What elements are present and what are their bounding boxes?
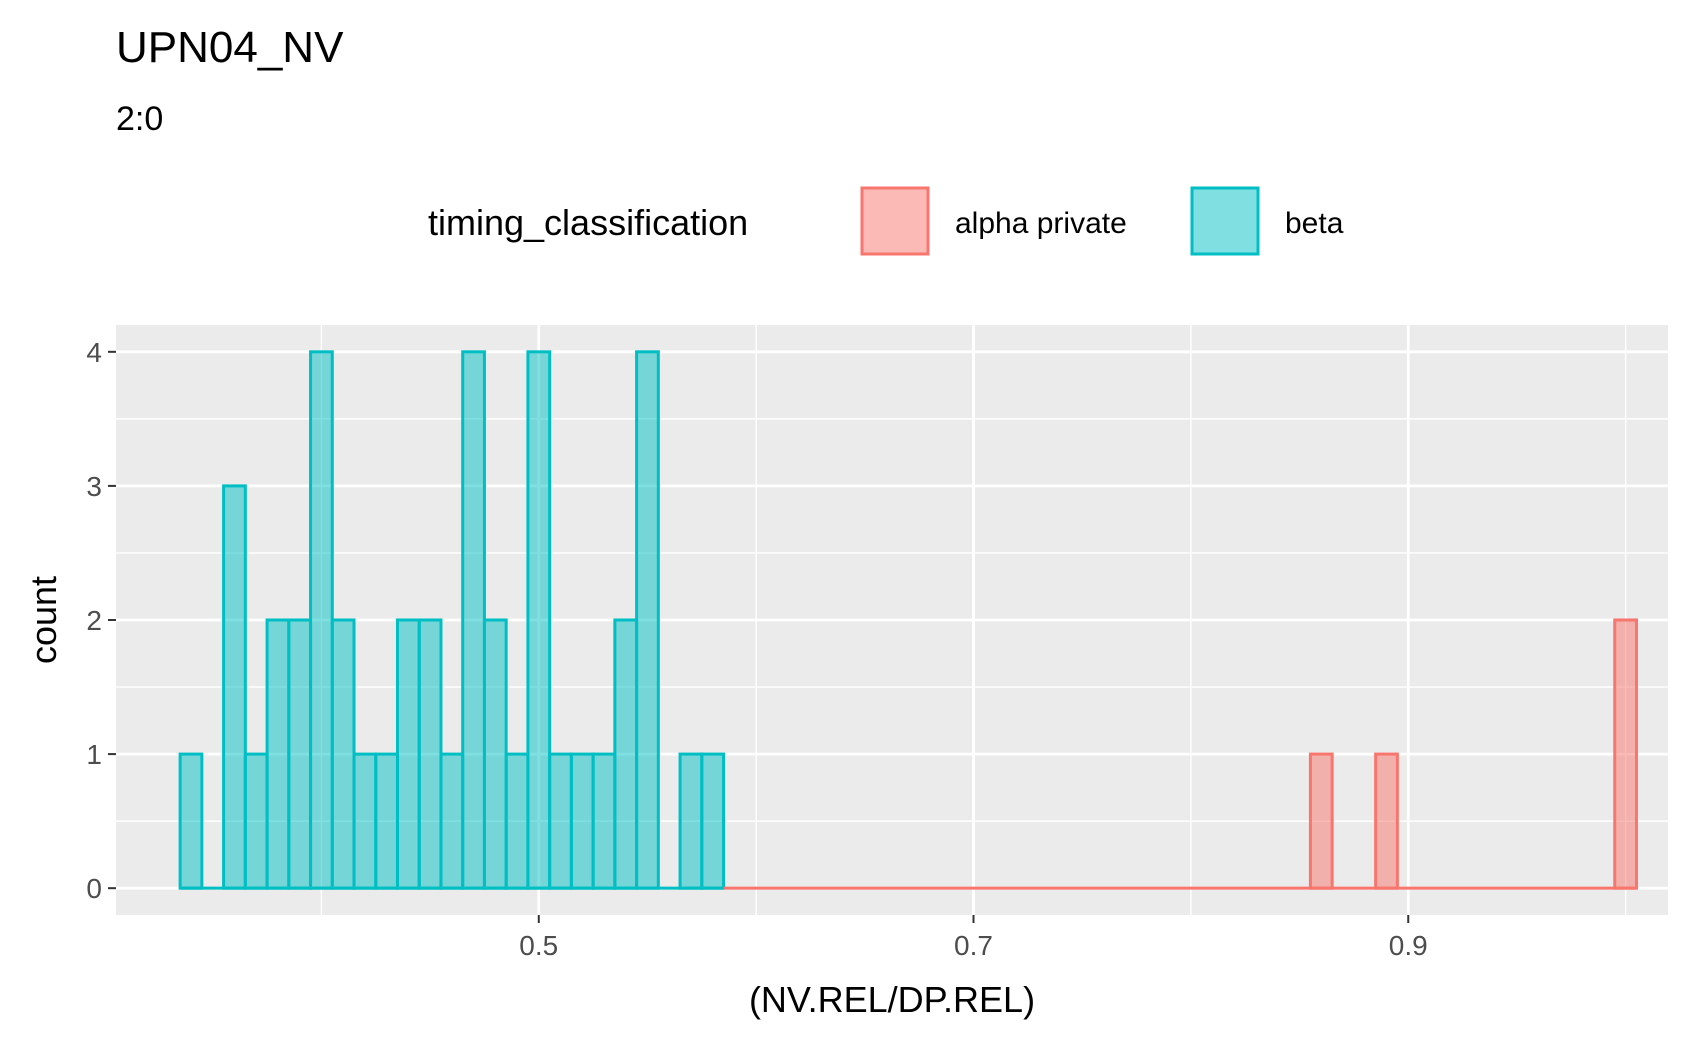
- y-tick-label: 2: [86, 605, 102, 636]
- y-tick-label: 0: [86, 873, 102, 904]
- y-axis-title: count: [23, 576, 64, 664]
- bar-beta: [635, 350, 660, 890]
- bar-beta: [613, 618, 639, 890]
- bar-beta: [178, 752, 204, 890]
- bar-beta: [309, 350, 334, 890]
- y-tick-label: 4: [86, 337, 102, 368]
- bar-beta: [352, 752, 378, 890]
- x-tick-label: 0.5: [519, 930, 558, 961]
- bar-alpha-private: [1308, 752, 1334, 890]
- bar-alpha-private: [1374, 752, 1399, 890]
- histogram-bars: [178, 350, 1638, 890]
- bar-beta: [548, 752, 573, 890]
- legend-key-beta: [1190, 186, 1260, 256]
- y-tick-label: 1: [86, 739, 102, 770]
- bar-alpha-private: [1613, 618, 1638, 890]
- bar-beta: [482, 618, 508, 890]
- y-axis: 0 1 2 3 4: [86, 337, 116, 904]
- bar-beta: [700, 752, 726, 890]
- bar-beta: [678, 752, 704, 890]
- x-tick-label: 0.7: [954, 930, 993, 961]
- bar-beta: [395, 618, 421, 890]
- chart-title: UPN04_NV: [116, 23, 344, 72]
- chart-subtitle: 2:0: [116, 100, 163, 138]
- legend-key-alpha-private: [860, 186, 930, 256]
- bar-beta: [222, 484, 247, 890]
- legend-label-beta: beta: [1285, 207, 1344, 240]
- legend-entry-beta: beta: [1190, 186, 1344, 256]
- legend-title: timing_classification: [428, 202, 748, 243]
- bar-beta: [526, 350, 552, 890]
- bar-beta: [265, 618, 291, 890]
- legend-entry-alpha-private: alpha private: [860, 186, 1127, 256]
- bar-beta: [439, 752, 465, 890]
- bar-beta: [461, 350, 486, 890]
- bar-beta: [287, 618, 313, 890]
- bar-beta: [330, 618, 356, 890]
- bar-beta: [504, 752, 530, 890]
- bar-beta: [374, 752, 399, 890]
- x-axis: 0.5 0.7 0.9: [519, 915, 1428, 961]
- legend: timing_classification alpha private beta: [428, 186, 1344, 256]
- legend-label-alpha-private: alpha private: [955, 207, 1127, 240]
- bar-beta: [591, 752, 617, 890]
- y-tick-label: 3: [86, 471, 102, 502]
- x-tick-label: 0.9: [1389, 930, 1428, 961]
- bar-beta: [243, 752, 269, 890]
- x-axis-title: (NV.REL/DP.REL): [749, 979, 1035, 1020]
- bar-beta: [417, 618, 443, 890]
- bar-beta: [569, 752, 595, 890]
